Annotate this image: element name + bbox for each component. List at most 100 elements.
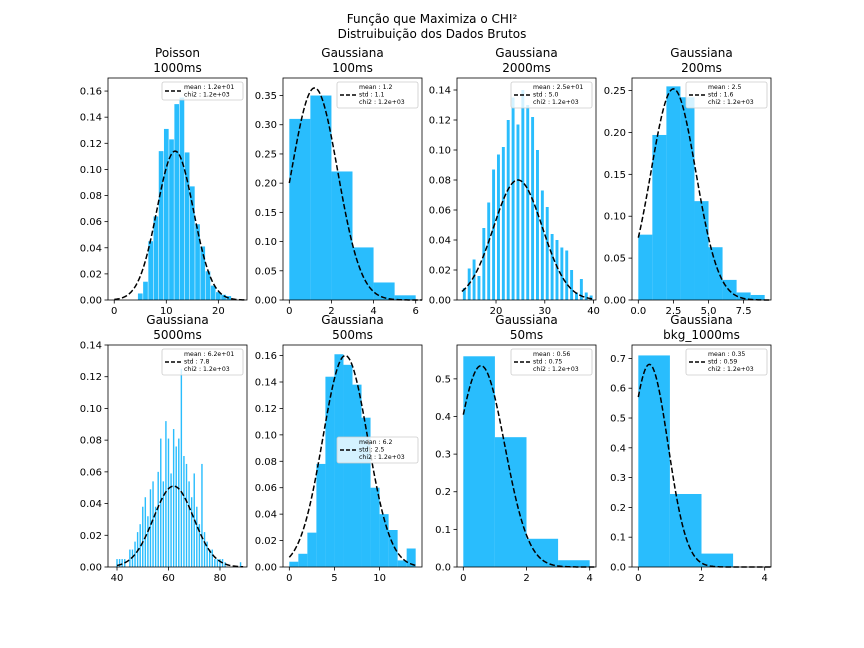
y-tick-label: 0.14 xyxy=(429,86,451,97)
legend-entry: chi2 : 1.2e+03 xyxy=(533,99,579,106)
histogram-bar xyxy=(570,270,574,300)
y-tick-label: 0.0 xyxy=(435,563,451,574)
histogram-bar xyxy=(584,292,588,300)
histogram-bar xyxy=(201,463,203,567)
legend-entry: std : 1.1 xyxy=(359,92,384,99)
histogram-bar xyxy=(163,128,169,300)
histogram-bar xyxy=(190,497,193,567)
histogram-bar xyxy=(331,171,353,300)
gaussian-fit-line xyxy=(637,88,771,301)
axes-frame xyxy=(107,344,248,568)
histogram-bar xyxy=(178,438,180,567)
gaussian-fit-line xyxy=(116,485,244,568)
histogram-bar xyxy=(200,246,206,300)
subplot-subtitle: 100ms xyxy=(332,61,373,75)
axes-frame xyxy=(456,77,597,301)
y-tick-label: 0.02 xyxy=(80,269,102,280)
y-tick-label: 0.00 xyxy=(255,563,277,574)
histogram-bar xyxy=(184,152,190,300)
y-tick-label: 0.08 xyxy=(255,457,277,468)
subplot-subtitle: 1000ms xyxy=(153,61,201,75)
gaussian-fit-line xyxy=(288,354,416,567)
subplot-title: Gaussiana xyxy=(146,313,208,327)
histogram-bar xyxy=(149,489,152,567)
x-tick-label: 0 xyxy=(635,573,641,584)
y-tick-label: 0.05 xyxy=(255,266,277,277)
histogram-bar xyxy=(189,186,195,300)
histogram-bar xyxy=(343,364,353,567)
x-tick-label: 10 xyxy=(373,573,386,584)
y-tick-label: 0.12 xyxy=(429,116,451,127)
y-tick-label: 0.35 xyxy=(255,91,277,102)
y-tick-label: 0.04 xyxy=(255,510,277,521)
histogram-bar xyxy=(536,150,539,300)
legend-entry: chi2 : 1.2e+03 xyxy=(184,92,230,99)
histogram-bar xyxy=(511,97,515,300)
y-tick-label: 0.06 xyxy=(255,483,277,494)
histogram-bar xyxy=(289,561,299,567)
histogram-bar xyxy=(162,481,165,567)
histogram-bar xyxy=(167,438,170,567)
histogram-bar xyxy=(526,538,559,567)
x-tick-label: 0 xyxy=(460,573,466,584)
histogram-bar xyxy=(397,560,407,567)
y-tick-label: 0.00 xyxy=(255,296,277,307)
histogram-bar xyxy=(196,506,198,567)
y-tick-label: 0.2 xyxy=(435,487,451,498)
histogram-bar xyxy=(652,134,667,300)
histogram-bar xyxy=(550,234,554,300)
y-tick-label: 0.5 xyxy=(610,414,626,425)
histogram-bar xyxy=(492,169,496,300)
y-tick-label: 0.10 xyxy=(429,146,451,157)
histogram-bar xyxy=(370,487,380,567)
y-tick-label: 0.12 xyxy=(255,404,277,415)
histogram-bar xyxy=(496,154,500,300)
histogram-bar xyxy=(388,530,398,567)
histogram-bar xyxy=(206,541,208,567)
subplot-title: Gaussiana xyxy=(670,313,732,327)
histogram-bar xyxy=(494,437,527,567)
x-tick-label: 40 xyxy=(111,573,124,584)
x-tick-label: 5.0 xyxy=(701,306,717,317)
legend-box xyxy=(161,348,244,376)
legend-entry: chi2 : 1.2e+03 xyxy=(184,366,230,373)
histogram-bar xyxy=(589,295,593,300)
histogram-bar xyxy=(379,514,389,567)
legend-box xyxy=(336,81,419,109)
histogram-bar xyxy=(118,559,121,567)
y-tick-label: 0.10 xyxy=(80,404,102,415)
x-tick-label: 0.0 xyxy=(630,306,646,317)
y-tick-label: 0.06 xyxy=(80,467,102,478)
y-tick-label: 0.00 xyxy=(80,296,102,307)
histogram-bar xyxy=(183,456,185,567)
y-tick-label: 0.4 xyxy=(610,443,626,454)
histogram-bar xyxy=(463,356,495,567)
histogram-bar xyxy=(531,117,535,300)
histogram-bar xyxy=(157,471,159,567)
gaussian-fit-line xyxy=(114,150,245,301)
legend-entry: mean : 1.2e+01 xyxy=(184,84,234,91)
histogram-bar xyxy=(545,207,549,300)
histogram-bar xyxy=(175,446,177,567)
x-tick-label: 7.5 xyxy=(736,306,752,317)
y-tick-label: 0.6 xyxy=(610,384,626,395)
histogram-bars xyxy=(638,355,734,567)
y-tick-label: 0.14 xyxy=(80,113,102,124)
histogram-bar xyxy=(540,190,544,300)
x-tick-label: 80 xyxy=(214,573,227,584)
histogram-bar xyxy=(208,549,211,567)
x-tick-label: 4 xyxy=(761,573,767,584)
histogram-bar xyxy=(352,384,362,567)
histogram-bar xyxy=(195,224,200,300)
histogram-bar xyxy=(316,463,326,567)
legend-entry: mean : 1.2 xyxy=(359,84,392,91)
y-tick-label: 0.04 xyxy=(80,243,102,254)
y-tick-label: 0.02 xyxy=(255,536,277,547)
